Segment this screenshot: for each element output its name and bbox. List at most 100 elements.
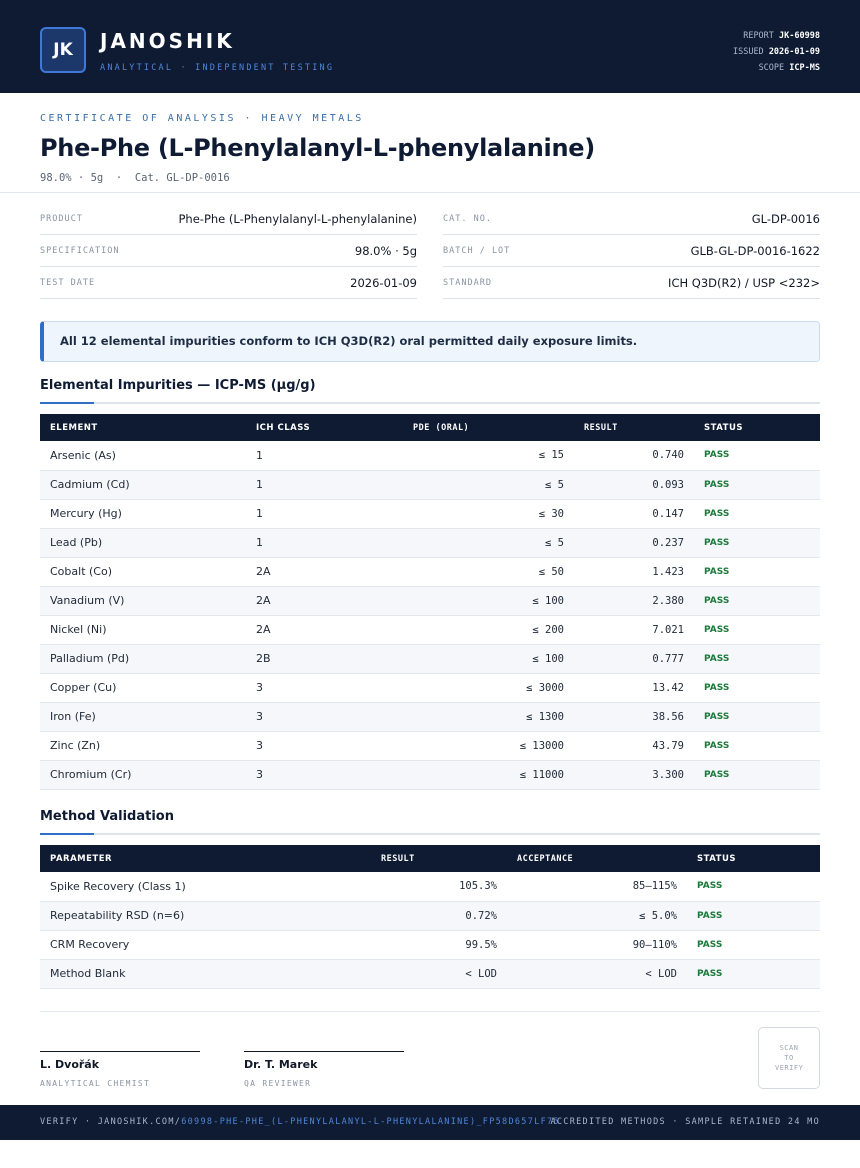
table-row: CRM Recovery 99.5% 90–110% PASS	[40, 930, 820, 960]
meta-row: SCOPE ICP-MS	[733, 60, 820, 76]
cell: Lead (Pb)	[40, 528, 246, 558]
cell: 0.740	[574, 441, 694, 471]
verify-prefix: VERIFY · JANOSHIK.COM/	[40, 1117, 182, 1127]
cell: 2.380	[574, 586, 694, 616]
info-row: BATCH / LOT GLB-GL-DP-0016-1622	[443, 235, 820, 267]
signer-role: QA REVIEWER	[244, 1079, 312, 1088]
footer: VERIFY · JANOSHIK.COM/60998-PHE-PHE_(L-P…	[0, 1105, 860, 1140]
cell: 85–115%	[507, 872, 687, 902]
column-header: RESULT	[574, 414, 694, 441]
cell: Repeatability RSD (n=6)	[40, 901, 371, 931]
signer-name: Dr. T. Marek	[244, 1058, 318, 1071]
cell: < LOD	[371, 959, 507, 989]
status: PASS	[694, 586, 820, 616]
divider	[0, 192, 860, 193]
status: PASS	[694, 499, 820, 529]
cell: Zinc (Zn)	[40, 731, 246, 761]
status: PASS	[694, 702, 820, 732]
table-row: Iron (Fe) 3 ≤ 1300 38.56 PASS	[40, 702, 820, 732]
cell: 3	[246, 731, 403, 761]
cell: 2A	[246, 557, 403, 587]
signature: Dr. T. Marek QA REVIEWER	[244, 1051, 404, 1088]
cell: 0.147	[574, 499, 694, 529]
cell: 0.237	[574, 528, 694, 558]
cell: < LOD	[507, 959, 687, 989]
report-meta: REPORT JK-60998 ISSUED 2026-01-09 SCOPE IC…	[733, 28, 820, 76]
cell: Arsenic (As)	[40, 441, 246, 471]
heading-underline	[40, 402, 820, 404]
cell: Method Blank	[40, 959, 371, 989]
status: PASS	[687, 959, 820, 989]
meta-row: REPORT JK-60998	[733, 28, 820, 44]
status: PASS	[694, 731, 820, 761]
cell: Chromium (Cr)	[40, 760, 246, 790]
column-header: STATUS	[687, 845, 820, 872]
info-value: GL-DP-0016	[751, 211, 820, 226]
header-row: PARAMETER RESULT ACCEPTANCE STATUS	[40, 845, 820, 872]
cell: Spike Recovery (Class 1)	[40, 872, 371, 902]
table-row: Zinc (Zn) 3 ≤ 13000 43.79 PASS	[40, 731, 820, 761]
info-value: Phe-Phe (L-Phenylalanyl-L-phenylalanine)	[178, 211, 418, 226]
meta-label: SCOPE	[758, 63, 785, 73]
verify-url: 60998-PHE-PHE_(L-PHENYLALANYL-L-PHENYLAL…	[181, 1117, 560, 1127]
product-title: Phe-Phe (L-Phenylalanyl-L-phenylalanine)	[40, 134, 595, 162]
cell: Palladium (Pd)	[40, 644, 246, 674]
table-row: Arsenic (As) 1 ≤ 15 0.740 PASS	[40, 441, 820, 471]
divider	[40, 1011, 820, 1012]
cell: 43.79	[574, 731, 694, 761]
table-row: Palladium (Pd) 2B ≤ 100 0.777 PASS	[40, 644, 820, 674]
heading-underline	[40, 833, 820, 835]
cell: ≤ 5	[403, 528, 574, 558]
meta-value: JK-60998	[779, 31, 820, 41]
impurities-table: ELEMENT ICH CLASS PDE (ORAL) RESULT STATUS Ar…	[40, 414, 820, 790]
status: PASS	[687, 872, 820, 902]
header-row: ELEMENT ICH CLASS PDE (ORAL) RESULT STATUS	[40, 414, 820, 441]
table-body: Arsenic (As) 1 ≤ 15 0.740 PASS Cadmium (Cd) 1 ≤…	[40, 441, 820, 790]
cell: ≤ 5	[403, 470, 574, 500]
cell: Iron (Fe)	[40, 702, 246, 732]
cell: 7.021	[574, 615, 694, 645]
table-head: ELEMENT ICH CLASS PDE (ORAL) RESULT STATUS	[40, 414, 820, 441]
footer-note: ACCREDITED METHODS · SAMPLE RETAINED 24 …	[550, 1117, 820, 1127]
cell: 0.093	[574, 470, 694, 500]
info-label: CAT. NO.	[443, 213, 492, 224]
cell: ≤ 100	[403, 644, 574, 674]
info-row: STANDARD ICH Q3D(R2) / USP <232>	[443, 267, 820, 299]
cell: 1.423	[574, 557, 694, 587]
info-row: CAT. NO. GL-DP-0016	[443, 203, 820, 235]
cell: Copper (Cu)	[40, 673, 246, 703]
cell: ≤ 15	[403, 441, 574, 471]
info-row: SPECIFICATION 98.0% · 5g	[40, 235, 417, 267]
table-row: Vanadium (V) 2A ≤ 100 2.380 PASS	[40, 586, 820, 616]
table-row: Repeatability RSD (n=6) 0.72% ≤ 5.0% PASS	[40, 901, 820, 931]
info-label: SPECIFICATION	[40, 245, 120, 256]
status: PASS	[694, 470, 820, 500]
table-head: PARAMETER RESULT ACCEPTANCE STATUS	[40, 845, 820, 872]
status: PASS	[694, 528, 820, 558]
signer-role: ANALYTICAL CHEMIST	[40, 1079, 151, 1088]
table-row: Lead (Pb) 1 ≤ 5 0.237 PASS	[40, 528, 820, 558]
cell: ≤ 3000	[403, 673, 574, 703]
verify-stamp: SCAN TO VERIFY	[758, 1027, 820, 1089]
cell: ≤ 11000	[403, 760, 574, 790]
cell: Cobalt (Co)	[40, 557, 246, 587]
info-label: TEST DATE	[40, 277, 96, 288]
cell: 99.5%	[371, 930, 507, 960]
info-label: STANDARD	[443, 277, 492, 288]
status: PASS	[694, 644, 820, 674]
cell: 90–110%	[507, 930, 687, 960]
table-row: Cadmium (Cd) 1 ≤ 5 0.093 PASS	[40, 470, 820, 500]
brand: JANOSHIK	[100, 29, 235, 53]
table-body: Spike Recovery (Class 1) 105.3% 85–115% PAS…	[40, 872, 820, 989]
cell: 3.300	[574, 760, 694, 790]
cell: ≤ 200	[403, 615, 574, 645]
info-label: PRODUCT	[40, 213, 83, 224]
cell: 3	[246, 673, 403, 703]
status: PASS	[687, 930, 820, 960]
verify-link: VERIFY · JANOSHIK.COM/60998-PHE-PHE_(L-P…	[40, 1117, 560, 1127]
cell: 0.72%	[371, 901, 507, 931]
info-value: ICH Q3D(R2) / USP <232>	[668, 275, 820, 290]
logo: JK	[40, 27, 86, 73]
cell: 3	[246, 702, 403, 732]
